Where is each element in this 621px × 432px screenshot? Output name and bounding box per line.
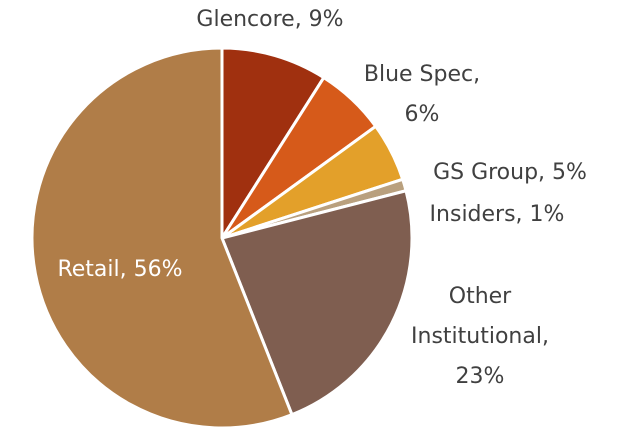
pie-slice	[30, 46, 294, 430]
data-label: Retail, 56%	[57, 257, 182, 282]
data-label: GS Group, 5%	[433, 160, 587, 185]
data-label: Other	[449, 284, 512, 309]
data-label: 23%	[456, 364, 505, 389]
pie-slice	[219, 188, 414, 417]
data-label: Blue Spec,	[364, 62, 480, 87]
pie-slice	[220, 46, 326, 244]
data-label: Insiders, 1%	[430, 202, 565, 227]
data-label: Institutional,	[411, 324, 549, 349]
data-label: 6%	[405, 102, 440, 127]
data-label: Glencore, 9%	[196, 7, 343, 32]
